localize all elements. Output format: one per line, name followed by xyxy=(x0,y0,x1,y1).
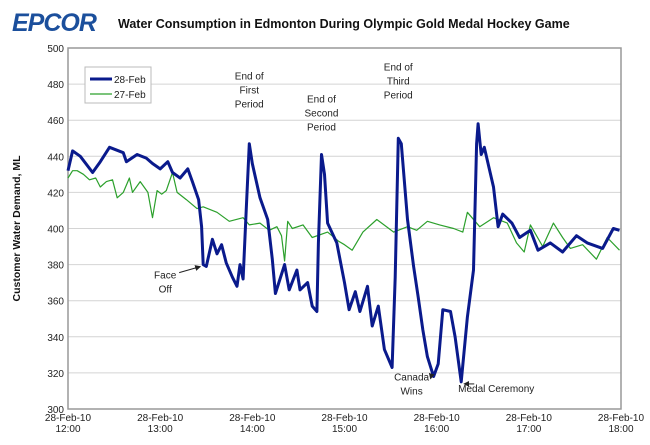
series-line-28-Feb xyxy=(66,122,620,384)
y-tick-label: 400 xyxy=(47,225,64,236)
annotation-arrow xyxy=(179,265,202,274)
y-axis-label: Customer Water Demand, ML xyxy=(11,155,23,302)
annotation-arrow xyxy=(428,372,435,380)
annotation-label: Face Off xyxy=(154,271,177,296)
y-tick-label: 360 xyxy=(47,297,64,308)
plot-area-border xyxy=(67,47,622,410)
annotation-label: End of Third Period xyxy=(384,62,413,101)
y-tick-label: 500 xyxy=(47,44,64,55)
legend-box xyxy=(84,66,152,104)
y-tick-label: 340 xyxy=(47,333,64,344)
chart-title: Water Consumption in Edmonton During Oly… xyxy=(118,17,570,31)
x-tick-label: 28-Feb-10 18:00 xyxy=(598,413,645,435)
y-tick-label: 300 xyxy=(47,405,64,416)
y-tick-label: 460 xyxy=(47,116,64,127)
legend-label: 27-Feb xyxy=(114,90,146,101)
y-tick-label: 420 xyxy=(47,188,64,199)
x-tick-label: 28-Feb-10 17:00 xyxy=(506,413,553,435)
y-tick-label: 440 xyxy=(47,152,64,163)
x-tick-label: 28-Feb-10 14:00 xyxy=(229,413,276,435)
annotation-label: Medal Ceremony xyxy=(458,384,534,395)
y-tick-label: 480 xyxy=(47,80,64,91)
x-tick-label: 28-Feb-10 13:00 xyxy=(137,413,184,435)
x-tick-label: 28-Feb-10 12:00 xyxy=(45,413,92,435)
series-line-27-Feb xyxy=(67,170,620,262)
x-tick-label: 28-Feb-10 16:00 xyxy=(414,413,461,435)
y-tick-label: 320 xyxy=(47,369,64,380)
y-tick-label: 380 xyxy=(47,261,64,272)
annotation-label: End of First Period xyxy=(235,72,264,111)
annotation-label: End of Second Period xyxy=(304,94,338,133)
epcor-logo: EPCOR xyxy=(12,9,97,37)
legend-label: 28-Feb xyxy=(114,75,146,86)
x-tick-label: 28-Feb-10 15:00 xyxy=(321,413,368,435)
annotation-label: Canada Wins xyxy=(394,373,429,398)
